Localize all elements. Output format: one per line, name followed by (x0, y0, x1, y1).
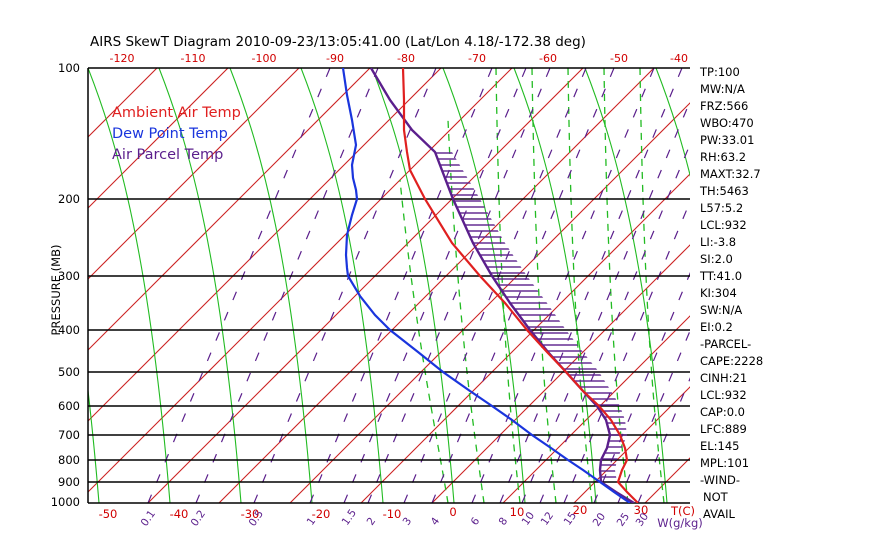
index-item: LCL:932 (700, 388, 747, 402)
top-tick-label: -40 (670, 52, 688, 65)
index-item: TT:41.0 (699, 269, 742, 283)
bottom-tick-label: 20 (573, 503, 588, 517)
index-item: AVAIL (703, 507, 736, 521)
top-tick-label: -50 (610, 52, 628, 65)
legend-item-dew-point-temp: Dew Point Temp (112, 126, 228, 142)
index-item: MPL:101 (700, 456, 749, 470)
pressure-tick-label: 1000 (51, 495, 80, 509)
index-section-header-wind: -WIND- (700, 473, 740, 487)
mixing-ratio-axis: 0.1 0.2 0.5 1 1.5 2 3 4 6 8 10 12 15 20 … (139, 507, 703, 530)
series-ambient-air-temp (401, 68, 639, 503)
pressure-tick-label: 500 (58, 365, 80, 379)
y-axis-label: PRESSURE (MB) (49, 245, 63, 336)
pressure-tick-label: 300 (58, 269, 80, 283)
index-item: WBO:470 (700, 116, 754, 130)
bottom-tick-label: 30 (634, 503, 649, 517)
x-axis-label-mixing-ratio: W(g/kg) (657, 516, 702, 530)
index-item: SW:N/A (700, 303, 742, 317)
pressure-tick-label: 400 (58, 323, 80, 337)
index-item: EL:145 (700, 439, 740, 453)
top-tick-label: -100 (252, 52, 277, 65)
legend: Ambient Air Temp Dew Point Temp Air Parc… (112, 105, 241, 163)
index-item: MAXT:32.7 (700, 167, 761, 181)
pressure-tick-label: 600 (58, 399, 80, 413)
top-tick-label: -60 (539, 52, 557, 65)
bottom-tick-label: -30 (241, 507, 260, 521)
index-item: TH:5463 (699, 184, 749, 198)
chart-title: AIRS SkewT Diagram 2010-09-23/13:05:41.0… (90, 34, 586, 50)
pressure-axis: 100 200 300 400 500 600 700 800 900 1000… (49, 61, 80, 509)
bottom-tick-label: 10 (510, 505, 525, 519)
legend-item-air-parcel-temp: Air Parcel Temp (112, 147, 223, 163)
index-item: PW:33.01 (700, 133, 754, 147)
top-tick-label: -80 (397, 52, 415, 65)
index-item: L57:5.2 (700, 201, 743, 215)
pressure-tick-label: 900 (58, 475, 80, 489)
isotherm-grid (88, 68, 690, 503)
bottom-tick-label: -50 (99, 507, 118, 521)
index-item: CINH:21 (700, 371, 747, 385)
pressure-tick-label: 200 (58, 192, 80, 206)
series-dew-point-temp (341, 68, 631, 503)
index-item: LCL:932 (700, 218, 747, 232)
index-item: MW:N/A (700, 82, 745, 96)
index-item: KI:304 (700, 286, 737, 300)
top-tick-label: -120 (110, 52, 135, 65)
index-item: TP:100 (699, 65, 740, 79)
legend-item-ambient-air-temp: Ambient Air Temp (112, 105, 241, 121)
bottom-temperature-axis: -50 -40 -30 -20 -10 0 10 20 30 T(C) (99, 503, 695, 521)
cape-shaded-region (435, 152, 627, 482)
x-axis-label-temperature: T(C) (670, 504, 695, 518)
pressure-tick-label: 700 (58, 428, 80, 442)
index-item: RH:63.2 (700, 150, 746, 164)
top-tick-label: -110 (181, 52, 206, 65)
top-tick-label: -90 (326, 52, 344, 65)
top-temperature-axis: -120 -110 -100 -90 -80 -70 -60 -50 -40 (110, 52, 688, 65)
dry-adiabat-grid (88, 68, 690, 503)
bottom-tick-label: -10 (383, 507, 402, 521)
index-item: NOT (703, 490, 729, 504)
index-item: EI:0.2 (700, 320, 733, 334)
pressure-tick-label: 100 (58, 61, 80, 75)
sounding-indices-panel: TP:100 MW:N/A FRZ:566 WBO:470 PW:33.01 R… (699, 65, 763, 521)
pressure-tick-label: 800 (58, 453, 80, 467)
bottom-tick-label: -40 (170, 507, 189, 521)
index-item: CAP:0.0 (700, 405, 745, 419)
bottom-tick-label: 0 (449, 505, 456, 519)
index-item: CAPE:2228 (700, 354, 763, 368)
index-item: LFC:889 (700, 422, 747, 436)
index-item: LI:-3.8 (700, 235, 736, 249)
index-item: FRZ:566 (700, 99, 748, 113)
bottom-tick-label: -20 (312, 507, 331, 521)
index-section-header-parcel: -PARCEL- (700, 337, 751, 351)
top-tick-label: -70 (468, 52, 486, 65)
index-item: SI:2.0 (700, 252, 733, 266)
